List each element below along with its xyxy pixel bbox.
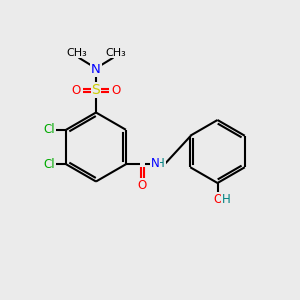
Text: O: O	[112, 83, 121, 97]
Text: N: N	[151, 157, 160, 170]
Text: Cl: Cl	[44, 158, 56, 171]
Text: Cl: Cl	[44, 123, 56, 136]
Text: N: N	[91, 63, 101, 76]
Text: H: H	[156, 157, 165, 170]
Text: S: S	[92, 83, 100, 97]
Text: CH₃: CH₃	[105, 47, 126, 58]
Text: H: H	[221, 193, 230, 206]
Text: O: O	[71, 83, 80, 97]
Text: O: O	[138, 179, 147, 192]
Text: CH₃: CH₃	[66, 47, 87, 58]
Text: O: O	[213, 193, 222, 206]
